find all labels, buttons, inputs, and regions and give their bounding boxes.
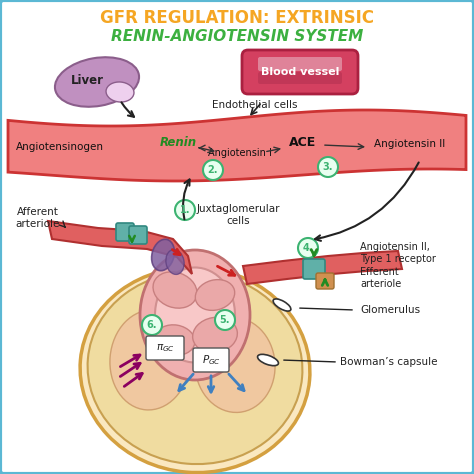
Text: Afferent
arteriole: Afferent arteriole bbox=[16, 207, 60, 229]
Ellipse shape bbox=[55, 57, 139, 107]
Ellipse shape bbox=[153, 272, 197, 308]
Circle shape bbox=[318, 157, 338, 177]
Text: RENIN-ANGIOTENSIN SYSTEM: RENIN-ANGIOTENSIN SYSTEM bbox=[111, 28, 363, 44]
FancyBboxPatch shape bbox=[258, 72, 342, 84]
Ellipse shape bbox=[110, 310, 190, 410]
Circle shape bbox=[142, 315, 162, 335]
Text: Angiotensin I: Angiotensin I bbox=[208, 148, 272, 158]
FancyBboxPatch shape bbox=[193, 348, 229, 372]
Text: Blood vessel: Blood vessel bbox=[261, 67, 339, 77]
Text: 6.: 6. bbox=[147, 320, 157, 330]
Text: 4.: 4. bbox=[303, 243, 313, 253]
Ellipse shape bbox=[155, 325, 195, 355]
FancyBboxPatch shape bbox=[129, 226, 147, 244]
Text: Liver: Liver bbox=[71, 73, 103, 86]
Text: Glomerulus: Glomerulus bbox=[360, 305, 420, 315]
Text: $P_{GC}$: $P_{GC}$ bbox=[201, 353, 220, 367]
Text: Endothelial cells: Endothelial cells bbox=[212, 100, 298, 110]
Text: GFR REGULATION: EXTRINSIC: GFR REGULATION: EXTRINSIC bbox=[100, 9, 374, 27]
Circle shape bbox=[215, 310, 235, 330]
Circle shape bbox=[203, 160, 223, 180]
Ellipse shape bbox=[140, 250, 250, 380]
FancyBboxPatch shape bbox=[146, 336, 184, 360]
Ellipse shape bbox=[88, 272, 302, 464]
Polygon shape bbox=[243, 251, 402, 284]
Text: $\pi_{GC}$: $\pi_{GC}$ bbox=[155, 342, 174, 354]
FancyBboxPatch shape bbox=[258, 57, 342, 71]
Ellipse shape bbox=[152, 239, 174, 271]
FancyBboxPatch shape bbox=[242, 50, 358, 94]
Ellipse shape bbox=[257, 355, 278, 365]
Ellipse shape bbox=[80, 267, 310, 473]
Ellipse shape bbox=[195, 280, 235, 310]
Circle shape bbox=[298, 238, 318, 258]
Text: Angiotensin II: Angiotensin II bbox=[374, 139, 446, 149]
Polygon shape bbox=[8, 110, 466, 181]
Ellipse shape bbox=[195, 318, 275, 412]
FancyBboxPatch shape bbox=[116, 223, 134, 241]
Ellipse shape bbox=[155, 267, 235, 363]
Ellipse shape bbox=[192, 317, 237, 353]
FancyBboxPatch shape bbox=[303, 259, 325, 279]
Circle shape bbox=[175, 200, 195, 220]
Text: 3.: 3. bbox=[323, 162, 333, 172]
Text: Angiotensinogen: Angiotensinogen bbox=[16, 142, 104, 152]
Ellipse shape bbox=[166, 250, 184, 274]
Ellipse shape bbox=[273, 299, 291, 311]
FancyBboxPatch shape bbox=[316, 273, 334, 289]
Text: Bowman’s capsule: Bowman’s capsule bbox=[340, 357, 438, 367]
Text: 5.: 5. bbox=[220, 315, 230, 325]
Text: Renin: Renin bbox=[159, 136, 197, 148]
Ellipse shape bbox=[106, 82, 134, 102]
Text: 1.: 1. bbox=[180, 205, 190, 215]
Text: ACE: ACE bbox=[289, 137, 317, 149]
Text: Angiotensin II,
Type 1 receptor: Angiotensin II, Type 1 receptor bbox=[360, 242, 436, 264]
Text: Efferent
arteriole: Efferent arteriole bbox=[360, 267, 401, 289]
Text: 2.: 2. bbox=[208, 165, 218, 175]
Text: Juxtaglomerular
cells: Juxtaglomerular cells bbox=[196, 204, 280, 226]
Polygon shape bbox=[48, 221, 192, 274]
